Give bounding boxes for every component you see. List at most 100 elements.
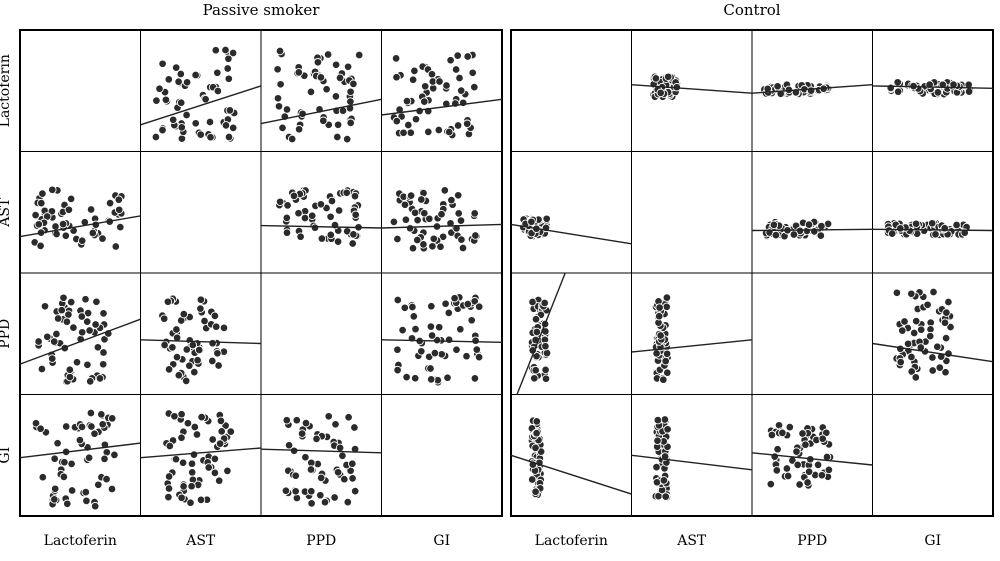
data-point <box>660 415 670 424</box>
data-point <box>187 459 197 468</box>
data-point <box>531 443 540 453</box>
data-point <box>413 215 422 225</box>
data-point <box>824 465 834 475</box>
data-point <box>60 457 69 467</box>
data-point <box>164 472 174 481</box>
data-point <box>528 297 537 307</box>
data-point <box>77 328 87 337</box>
data-point <box>453 51 462 60</box>
data-point <box>346 97 355 106</box>
data-point <box>75 435 85 445</box>
data-point <box>164 365 174 374</box>
data-point <box>540 298 549 308</box>
data-point <box>59 472 69 482</box>
data-point <box>342 188 351 198</box>
data-point <box>331 92 341 101</box>
data-point <box>164 484 174 493</box>
data-point <box>197 412 206 422</box>
data-point <box>434 125 444 135</box>
scatter-cell <box>381 186 503 253</box>
data-point <box>204 463 213 472</box>
data-point <box>100 335 109 344</box>
data-point <box>307 499 316 508</box>
data-point <box>98 234 107 243</box>
data-point <box>316 73 326 82</box>
data-point <box>83 360 92 370</box>
scatter-cell <box>516 272 566 395</box>
data-point <box>221 121 231 130</box>
data-point <box>77 312 87 321</box>
fit-line <box>516 272 566 395</box>
data-point <box>187 481 196 491</box>
data-point <box>452 345 461 354</box>
data-point <box>474 302 484 311</box>
panel-title: Passive smoker <box>203 1 321 19</box>
data-point <box>77 236 87 245</box>
data-point <box>419 240 428 249</box>
data-point <box>182 345 192 354</box>
data-point <box>187 468 197 477</box>
data-point <box>803 478 812 487</box>
scatter-cell <box>260 46 382 144</box>
data-point <box>214 476 224 485</box>
data-point <box>446 55 455 65</box>
data-point <box>191 70 200 80</box>
data-point <box>61 422 71 431</box>
data-point <box>795 480 804 489</box>
data-point <box>323 50 333 59</box>
data-point <box>338 451 347 461</box>
data-point <box>348 474 357 483</box>
data-point <box>818 434 827 443</box>
data-point <box>196 304 205 313</box>
data-point <box>343 497 353 507</box>
data-point <box>102 474 111 484</box>
data-point <box>392 72 401 82</box>
data-point <box>53 314 63 323</box>
data-point <box>93 343 103 352</box>
data-point <box>406 128 416 137</box>
fit-line <box>260 224 382 229</box>
data-point <box>301 418 311 428</box>
data-point <box>447 195 456 205</box>
data-point <box>94 480 103 490</box>
data-point <box>211 322 221 331</box>
scatter-cell <box>751 80 873 99</box>
data-point <box>183 418 193 428</box>
data-point <box>404 120 413 130</box>
data-point <box>178 458 188 467</box>
x-variable-label: AST <box>676 533 707 549</box>
data-point <box>114 195 124 204</box>
data-point <box>66 194 76 204</box>
data-point <box>194 345 204 355</box>
data-point <box>34 337 43 346</box>
data-point <box>462 351 471 361</box>
data-point <box>398 325 407 335</box>
data-point <box>98 360 108 369</box>
data-point <box>65 372 75 382</box>
data-point <box>426 375 436 384</box>
data-point <box>50 484 60 494</box>
data-point <box>107 484 117 494</box>
data-point <box>91 320 100 329</box>
data-point <box>310 223 320 232</box>
data-point <box>410 373 420 383</box>
data-point <box>893 78 902 87</box>
data-point <box>426 364 435 373</box>
data-point <box>909 328 919 338</box>
data-point <box>351 210 360 220</box>
data-point <box>331 420 340 429</box>
data-point <box>456 86 466 95</box>
data-point <box>168 115 178 125</box>
data-point <box>282 213 292 223</box>
data-point <box>458 98 468 108</box>
data-point <box>225 106 235 115</box>
data-point <box>923 300 932 310</box>
data-point <box>471 336 480 345</box>
data-point <box>37 198 46 208</box>
data-point <box>333 468 343 477</box>
data-point <box>411 324 420 334</box>
data-point <box>161 95 171 105</box>
data-point <box>946 322 955 332</box>
scatter-cell <box>751 217 873 241</box>
data-point <box>810 227 819 236</box>
